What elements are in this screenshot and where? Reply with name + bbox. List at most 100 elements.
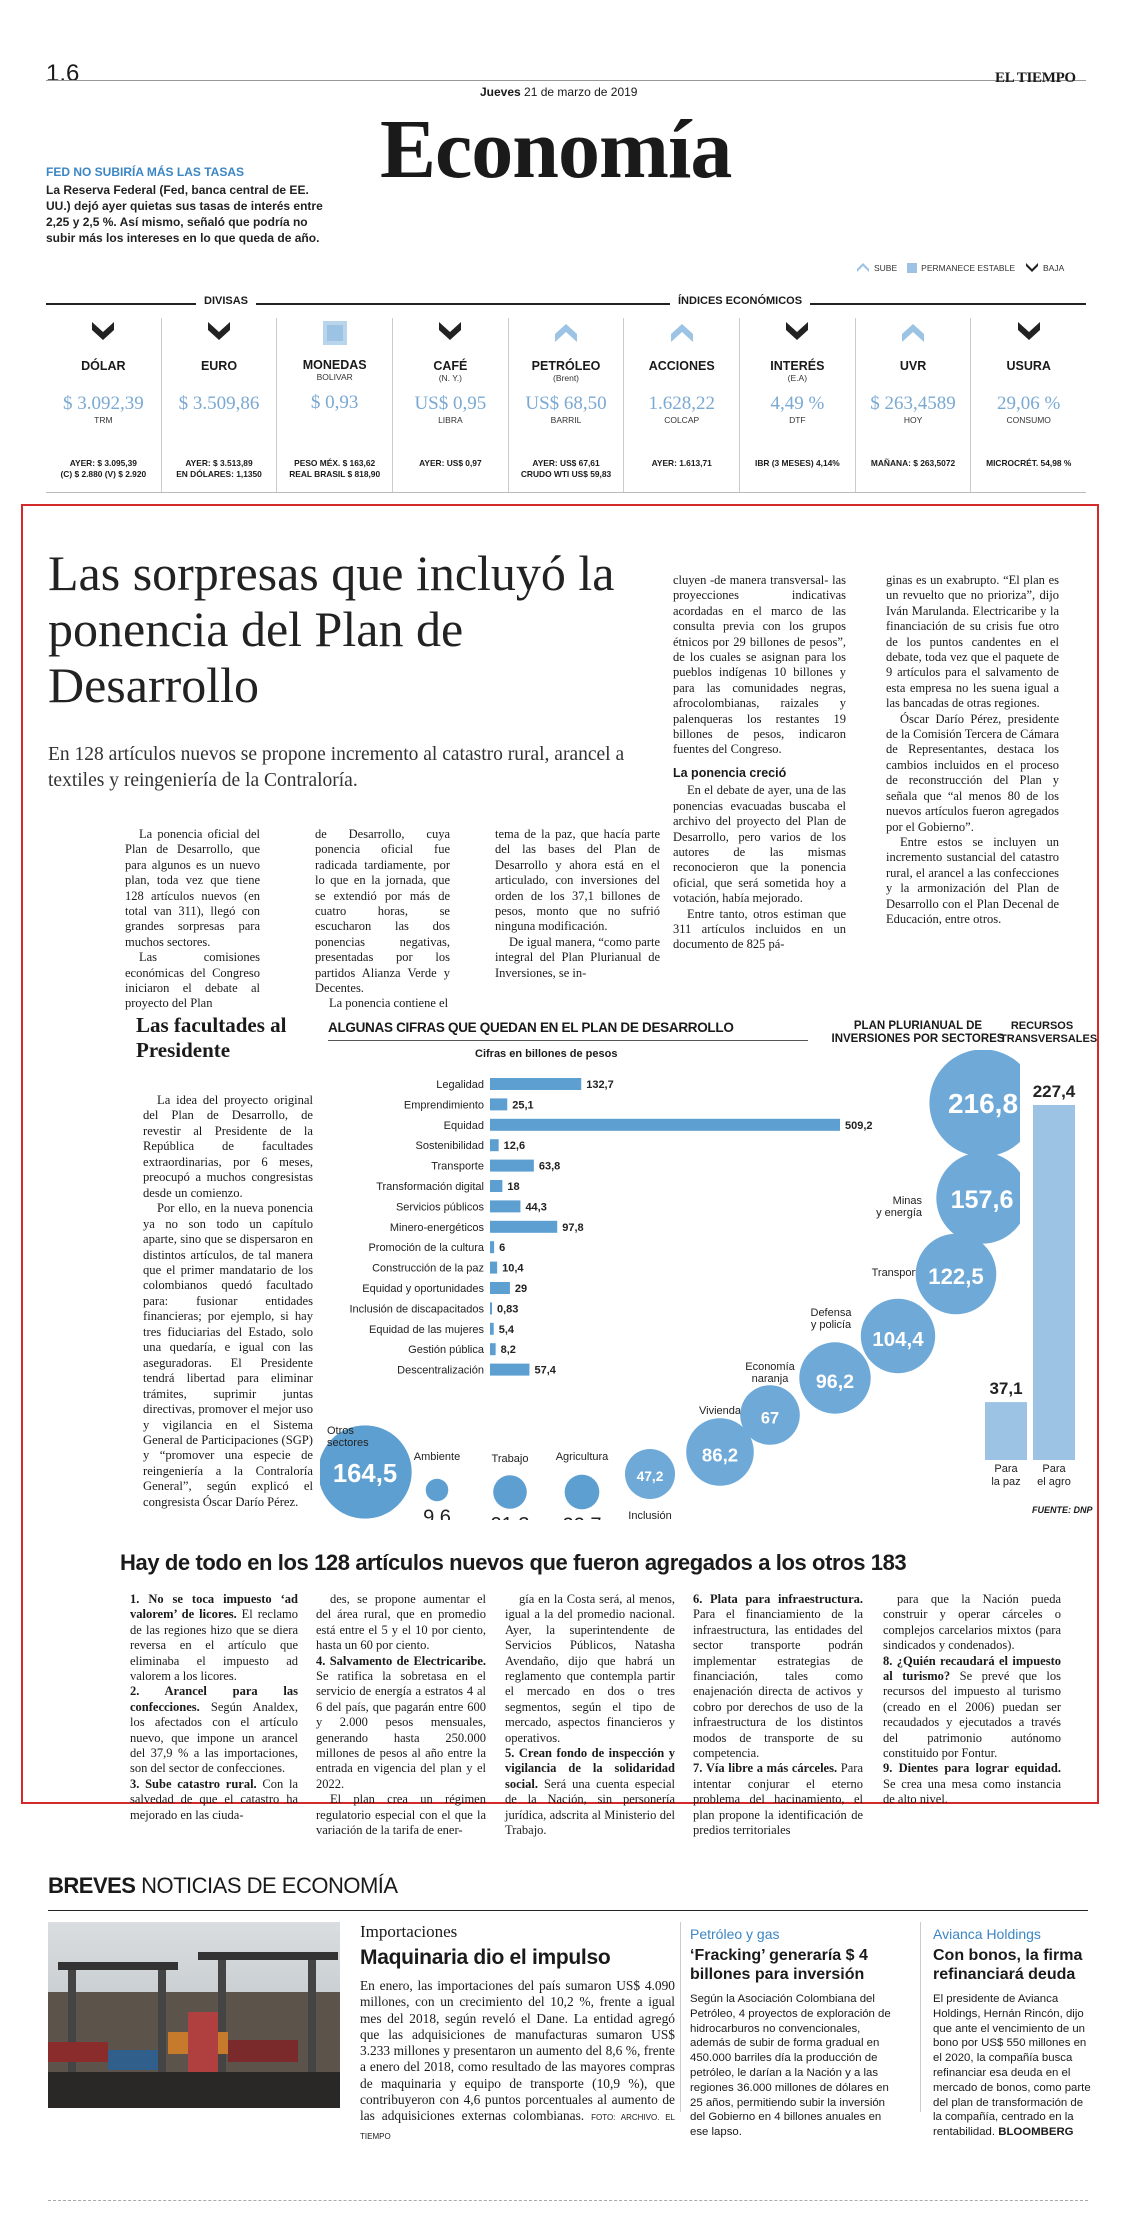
indicator-unit: BARRIL bbox=[550, 415, 582, 425]
bar-value-label: 25,1 bbox=[512, 1099, 533, 1111]
indicator-sub: BOLIVAR bbox=[316, 372, 353, 382]
bar-chart-title: ALGUNAS CIFRAS QUE QUEDAN EN EL PLAN DE … bbox=[328, 1020, 734, 1035]
brief1-kicker: Importaciones bbox=[360, 1922, 458, 1941]
indicator-name: EURO bbox=[200, 359, 238, 373]
header-rule bbox=[46, 80, 1086, 81]
articles128-col-2: des, se propone aumentar el del área rur… bbox=[316, 1592, 486, 1839]
col5-p1: ginas es un exabrupto. “El plan es un re… bbox=[886, 573, 1059, 711]
bar-value-label: 97,8 bbox=[562, 1222, 583, 1234]
bubble-label: y energía bbox=[876, 1207, 923, 1219]
indicator-4: PETRÓLEO (Brent) US$ 68,50 BARRIL AYER: US$ … bbox=[507, 318, 624, 493]
articles128-item-text: des, se propone aumentar el del área rur… bbox=[316, 1592, 486, 1653]
bar-value-label: 6 bbox=[499, 1242, 505, 1254]
indicator-foot: AYER: 1.613,71 bbox=[651, 458, 712, 468]
indicator-unit bbox=[162, 415, 277, 425]
articles128-item-text: El plan crea un régimen regulatorio espe… bbox=[316, 1792, 486, 1838]
indicator-sub: (N. Y.) bbox=[438, 373, 462, 383]
bar-chart: Legalidad 132,7 Emprendimiento 25,1 Equidad 5… bbox=[349, 1078, 873, 1377]
indicator-unit: HOY bbox=[903, 415, 923, 425]
bar-category-label: Inclusión de discapacitados bbox=[349, 1303, 484, 1315]
indicator-name: MONEDAS bbox=[302, 358, 367, 372]
bubble bbox=[493, 1475, 527, 1509]
down-chevron-icon bbox=[92, 322, 115, 340]
bar bbox=[490, 1159, 534, 1172]
indicator-unit: DTF bbox=[789, 415, 806, 425]
bubble-label: Minas bbox=[893, 1195, 923, 1207]
indicator-value: $ 0,93 bbox=[310, 392, 359, 413]
articles128-item-heading: 4. Salvamento de Electricaribe. bbox=[316, 1653, 486, 1668]
indicator-value: US$ 68,50 bbox=[525, 393, 607, 414]
bubble-label: Inclusión bbox=[628, 1510, 671, 1520]
bubble-label: Otros bbox=[327, 1425, 354, 1437]
indicator-unit bbox=[277, 414, 392, 424]
col5-p2: Óscar Darío Pérez, presidente de la Comi… bbox=[886, 711, 1059, 834]
bar-chart-subtitle: Cifras en billones de pesos bbox=[475, 1048, 618, 1060]
articles128-item: 2. Arancel para las confecciones. Según … bbox=[130, 1684, 298, 1776]
bar-category-label: Equidad y oportunidades bbox=[362, 1283, 484, 1295]
indicator-value: 4,49 % bbox=[770, 393, 825, 414]
bar-value-label: 509,2 bbox=[845, 1120, 873, 1132]
bar-category-label: Transformación digital bbox=[376, 1181, 484, 1193]
articles128-item-heading: 8. ¿Quién recaudará el impuesto al turis… bbox=[883, 1653, 1061, 1684]
articles128-item-text: Con la salvedad de que el catastro ha me… bbox=[130, 1776, 298, 1822]
col1-p2: Las comisiones económicas del Congreso i… bbox=[125, 950, 260, 1011]
bar-category-label: Equidad de las mujeres bbox=[369, 1324, 484, 1336]
articles128-title: Hay de todo en los 128 artículos nuevos … bbox=[120, 1550, 907, 1575]
indicator-1: EURO $ 3.509,86 AYER: $ 3.513,89 EN DÓLARE… bbox=[160, 318, 277, 493]
down-chevron-icon bbox=[439, 322, 462, 340]
bubble-value: 86,2 bbox=[702, 1444, 738, 1465]
brief3-title: Con bonos, la firma refinanciará deuda bbox=[933, 1947, 1083, 1983]
sidebar-p2: Por ello, en la nueva ponencia ya no son… bbox=[143, 1201, 313, 1509]
bar-value-label: 44,3 bbox=[525, 1201, 546, 1213]
bar-category-label: Gestión pública bbox=[408, 1344, 485, 1356]
brief2-title: ‘Fracking’ generaría $ 4 billones para i… bbox=[690, 1947, 868, 1983]
transversal-label-2: el agro bbox=[1037, 1476, 1071, 1488]
fed-title: FED NO SUBIRÍA MÁS LAS TASAS bbox=[46, 165, 245, 179]
indicator-name: USURA bbox=[1006, 359, 1051, 373]
down-chevron-icon bbox=[208, 322, 230, 340]
chart-source: FUENTE: DNP bbox=[1032, 1505, 1093, 1515]
indicator-8: USURA 29,06 % CONSUMO MICROCRÉT. 54,98 % bbox=[970, 318, 1086, 493]
articles128-item-heading: 2. Arancel para las confecciones. bbox=[130, 1684, 298, 1714]
indicator-5: ACCIONES 1.628,22 COLCAP AYER: 1.613,71 bbox=[623, 318, 739, 493]
bubble bbox=[564, 1474, 600, 1510]
transversal-bar bbox=[985, 1402, 1027, 1460]
indicator-2: MONEDAS BOLIVAR $ 0,93 PESO MÉX. $ 163,62 R… bbox=[276, 318, 392, 493]
bar-value-label: 29 bbox=[515, 1283, 527, 1295]
articles128-item: El plan crea un régimen regulatorio espe… bbox=[316, 1792, 486, 1838]
indicator-name: PETRÓLEO bbox=[531, 359, 601, 373]
bar-category-label: Transporte bbox=[431, 1161, 484, 1173]
indicator-name: ACCIONES bbox=[648, 359, 715, 373]
bubble bbox=[624, 1448, 676, 1500]
indicator-sub: (Brent) bbox=[553, 373, 580, 383]
bubble-label: Agricultura bbox=[556, 1451, 609, 1463]
articles128-item: 4. Salvamento de Electricaribe. Se ratif… bbox=[316, 1654, 486, 1793]
up-chevron-icon bbox=[857, 263, 869, 272]
bar-value-label: 18 bbox=[507, 1181, 519, 1193]
brief3-signature: BLOOMBERG bbox=[998, 2126, 1074, 2139]
brief2-kicker: Petróleo y gas bbox=[690, 1926, 780, 1942]
bubble-value: 47,2 bbox=[637, 1469, 664, 1484]
bar bbox=[490, 1261, 498, 1274]
bar-category-label: Equidad bbox=[444, 1120, 484, 1132]
indicator-name: DÓLAR bbox=[81, 359, 126, 373]
indicator-foot: PESO MÉX. $ 163,62 REAL BRASIL $ 818,90 bbox=[289, 458, 381, 479]
stable-square-icon bbox=[322, 321, 347, 345]
indicator-foot: MICROCRÉT. 54,98 % bbox=[986, 458, 1072, 468]
bar-category-label: Sostenibilidad bbox=[416, 1140, 485, 1152]
articles128-item: gía en la Costa será, al menos, igual a … bbox=[505, 1592, 675, 1746]
articles128-item-text: Para intentar conjurar el eterno problem… bbox=[693, 1761, 864, 1838]
page-number: 1.6 bbox=[46, 60, 80, 87]
transversal-bar bbox=[1033, 1105, 1075, 1460]
articles128-item-text: Será una cuenta especial de la Nación, s… bbox=[505, 1776, 675, 1838]
legend-up-label: SUBE bbox=[874, 263, 898, 273]
port-cranes-illustration bbox=[48, 1952, 340, 2108]
bubble bbox=[425, 1478, 449, 1502]
legend-down-label: BAJA bbox=[1043, 263, 1065, 273]
indicator-sub bbox=[856, 373, 971, 383]
breves-rule bbox=[48, 1910, 1088, 1911]
bubble-value: 216,8 bbox=[948, 1088, 1018, 1119]
article-col-3: tema de la paz, que hacía parte del las … bbox=[495, 827, 660, 981]
articles128-item-text: Se crea una mesa como instancia de alto … bbox=[883, 1776, 1061, 1807]
